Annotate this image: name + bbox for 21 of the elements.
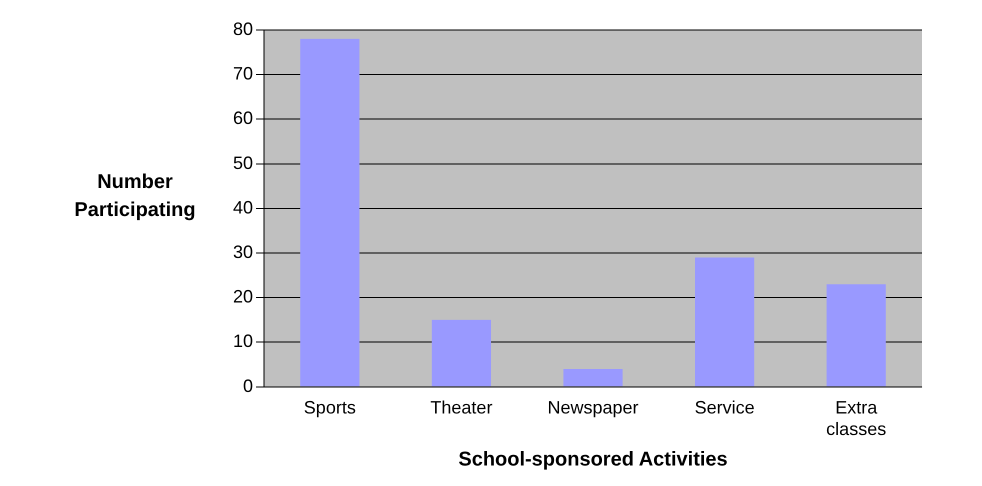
y-tick-label: 80 [232,18,254,39]
bar [695,257,754,386]
y-tick-label: 60 [232,108,254,128]
bar [432,320,492,386]
bar [300,38,360,386]
y-tick-label: 50 [232,152,254,173]
y-axis-title: Number Participating [73,170,197,223]
y-tick-label: 40 [232,197,254,218]
bar [563,368,623,386]
y-tick-label: 20 [232,286,254,307]
x-axis-title: School-sponsored Activities [458,448,728,471]
y-tick-label: 30 [232,242,254,262]
bar [826,284,886,386]
x-tick-label: Newspaper [547,398,639,418]
y-tick-label: 0 [243,376,254,396]
x-tick-label: Extra classes [826,398,886,440]
x-tick-label: Sports [304,398,356,418]
x-tick-label: Theater [430,398,492,418]
y-tick-label: 10 [232,331,254,352]
y-tick-label: 70 [232,64,254,84]
x-tick-label: Service [694,398,755,418]
